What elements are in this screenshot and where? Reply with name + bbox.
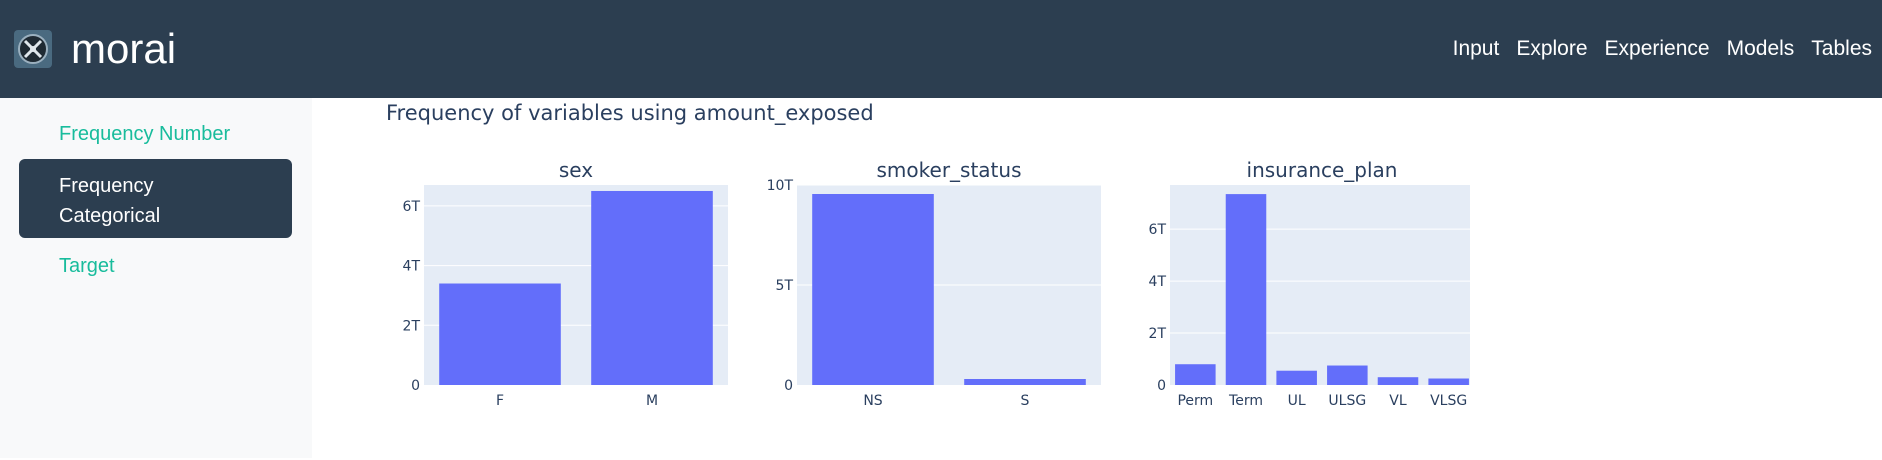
nav-experience[interactable]: Experience xyxy=(1604,37,1710,60)
y-tick-label: 6T xyxy=(1149,222,1167,238)
subplot-title: sex xyxy=(559,158,593,182)
bar xyxy=(591,190,713,385)
subplot-title: insurance_plan xyxy=(1247,158,1398,182)
nav-explore[interactable]: Explore xyxy=(1516,37,1588,60)
graph-title: Frequency of variables using amount_expo… xyxy=(386,101,874,125)
y-tick-label: 10T xyxy=(767,178,794,194)
app-logo-icon[interactable] xyxy=(14,30,52,68)
bar xyxy=(1276,370,1317,385)
x-tick-label: VLSG xyxy=(1430,393,1467,409)
bar xyxy=(1377,377,1419,385)
y-tick-label: 5T xyxy=(776,278,794,294)
bar xyxy=(1175,364,1216,385)
y-tick-label: 4T xyxy=(403,259,421,275)
bar xyxy=(964,379,1086,385)
top-nav: Input Explore Experience Models Tables xyxy=(1436,36,1872,62)
x-tick-label: M xyxy=(646,393,658,409)
navbar: morai Input Explore Experience Models Ta… xyxy=(0,0,1882,98)
x-tick-label: Term xyxy=(1228,393,1263,409)
y-tick-label: 0 xyxy=(784,378,793,394)
sidebar-item-label: Frequency Categorical xyxy=(59,175,161,227)
sidebar-item-frequency-categorical[interactable]: Frequency Categorical xyxy=(19,159,292,238)
nav-input[interactable]: Input xyxy=(1452,37,1500,60)
x-tick-label: S xyxy=(1021,393,1030,409)
subplot-title: smoker_status xyxy=(877,158,1022,182)
bar xyxy=(439,283,561,385)
bar xyxy=(812,194,934,385)
y-tick-label: 6T xyxy=(403,199,421,215)
sidebar: Frequency Number Frequency Categorical T… xyxy=(0,98,312,458)
bar xyxy=(1225,194,1267,385)
x-tick-label: Perm xyxy=(1177,393,1213,409)
x-tick-label: F xyxy=(496,393,504,409)
x-tick-label: NS xyxy=(863,393,882,409)
y-tick-label: 0 xyxy=(1157,378,1166,394)
x-tick-label: ULSG xyxy=(1328,393,1366,409)
bar xyxy=(1428,378,1469,385)
x-tick-label: UL xyxy=(1288,393,1306,409)
nav-tables[interactable]: Tables xyxy=(1811,37,1872,60)
bar xyxy=(1327,365,1368,385)
x-tick-label: VL xyxy=(1389,393,1407,409)
sidebar-item-frequency-number[interactable]: Frequency Number xyxy=(59,123,231,145)
y-tick-label: 4T xyxy=(1149,274,1167,290)
y-tick-label: 2T xyxy=(403,318,421,334)
sidebar-item-target[interactable]: Target xyxy=(59,255,115,277)
y-tick-label: 2T xyxy=(1149,326,1167,342)
y-tick-label: 0 xyxy=(411,378,420,394)
plot-area xyxy=(1170,185,1470,385)
nav-models[interactable]: Models xyxy=(1726,37,1795,60)
brand-title[interactable]: morai xyxy=(71,25,177,72)
